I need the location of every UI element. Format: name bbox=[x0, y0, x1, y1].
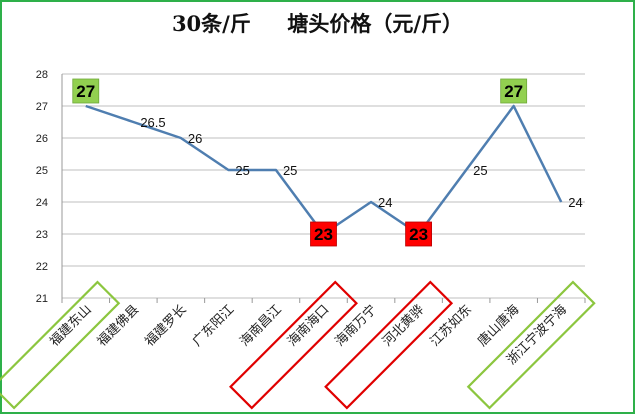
x-category-label: 福建佛县 bbox=[95, 302, 142, 349]
x-category-label: 广东阳江 bbox=[190, 302, 237, 349]
data-label: 26.5 bbox=[140, 115, 165, 130]
highlight-badge-label: 23 bbox=[314, 225, 333, 244]
y-tick-label: 25 bbox=[36, 165, 48, 177]
x-category-label: 海南昌江 bbox=[237, 302, 285, 350]
highlight-badge-label: 27 bbox=[76, 82, 95, 101]
y-tick-label: 24 bbox=[36, 197, 48, 209]
highlight-badge-label: 27 bbox=[504, 82, 523, 101]
data-label: 25 bbox=[473, 163, 487, 178]
x-category-label: 福建罗长 bbox=[142, 302, 189, 349]
highlight-badge-green bbox=[72, 78, 100, 104]
y-tick-label: 28 bbox=[36, 69, 48, 81]
y-tick-label: 22 bbox=[36, 261, 48, 273]
highlight-badge-red bbox=[405, 221, 432, 247]
y-tick-label: 21 bbox=[36, 293, 48, 305]
x-category-label: 海南万宁 bbox=[332, 302, 380, 350]
highlight-badge-label: 23 bbox=[409, 225, 428, 244]
highlight-badge-green bbox=[500, 78, 528, 104]
data-label: 25 bbox=[283, 163, 297, 178]
data-label: 25 bbox=[235, 163, 249, 178]
category-highlight-box bbox=[324, 280, 454, 410]
data-label: 24 bbox=[378, 195, 392, 210]
highlight-badge-red bbox=[310, 221, 337, 247]
y-tick-label: 23 bbox=[36, 229, 48, 241]
y-tick-label: 26 bbox=[36, 133, 48, 145]
x-category-label: 江苏如东 bbox=[427, 302, 475, 350]
category-highlight-box bbox=[0, 280, 121, 410]
data-label: 26 bbox=[188, 131, 202, 146]
y-tick-label: 27 bbox=[36, 101, 48, 113]
category-highlight-box bbox=[466, 280, 596, 410]
chart-title: 30条/斤 塘头价格（元/斤） bbox=[171, 11, 464, 36]
category-highlight-box bbox=[229, 280, 358, 410]
x-category-label: 唐山唐海 bbox=[474, 302, 522, 350]
data-label: 24 bbox=[568, 195, 582, 210]
